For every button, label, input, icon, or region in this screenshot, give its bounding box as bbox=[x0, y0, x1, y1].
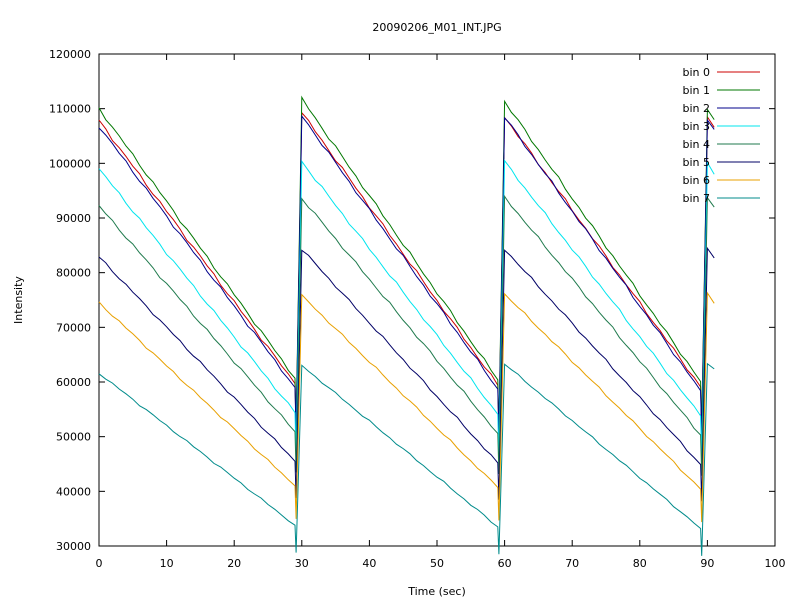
x-tick-label: 0 bbox=[96, 557, 103, 570]
axis-ticks: 0 10 20 30 40 50 60 70 80 90 100 30000 40000 50000 600… bbox=[49, 48, 786, 570]
legend-label-bin-2: bin 2 bbox=[682, 102, 710, 115]
series-line-bin-3 bbox=[98, 159, 715, 460]
legend-label-bin-4: bin 4 bbox=[682, 138, 710, 151]
y-tick-label: 100000 bbox=[49, 157, 91, 170]
series-line-bin-5 bbox=[98, 246, 715, 502]
x-tick-label: 100 bbox=[765, 557, 786, 570]
y-tick-label: 40000 bbox=[56, 485, 91, 498]
y-tick-label: 110000 bbox=[49, 103, 91, 116]
y-tick-label: 90000 bbox=[56, 212, 91, 225]
legend-label-bin-7: bin 7 bbox=[682, 192, 710, 205]
series-line-bin-4 bbox=[98, 194, 715, 476]
y-tick-label: 30000 bbox=[56, 540, 91, 553]
x-tick-label: 10 bbox=[160, 557, 174, 570]
x-tick-label: 70 bbox=[565, 557, 579, 570]
legend-label-bin-5: bin 5 bbox=[682, 156, 710, 169]
x-axis-label: Time (sec) bbox=[407, 585, 466, 598]
legend-label-bin-6: bin 6 bbox=[682, 174, 710, 187]
x-tick-label: 40 bbox=[362, 557, 376, 570]
series-line-bin-1 bbox=[98, 95, 715, 431]
x-tick-label: 60 bbox=[498, 557, 512, 570]
series-line-bin-2 bbox=[98, 114, 715, 438]
x-tick-label: 90 bbox=[700, 557, 714, 570]
series-lines bbox=[98, 95, 715, 556]
y-tick-label: 50000 bbox=[56, 431, 91, 444]
legend: bin 0 bin 1 bin 2 bin 3 bin 4 bin 5 bin 6 bin 7 bbox=[682, 66, 760, 205]
x-tick-label: 80 bbox=[633, 557, 647, 570]
series-line-bin-7 bbox=[98, 362, 715, 556]
x-tick-label: 30 bbox=[295, 557, 309, 570]
legend-label-bin-3: bin 3 bbox=[682, 120, 710, 133]
y-tick-label: 120000 bbox=[49, 48, 91, 61]
y-axis-label: Intensity bbox=[12, 276, 25, 324]
chart-title: 20090206_M01_INT.JPG bbox=[372, 21, 501, 34]
legend-label-bin-1: bin 1 bbox=[682, 84, 710, 97]
x-tick-label: 20 bbox=[227, 557, 241, 570]
y-tick-label: 70000 bbox=[56, 321, 91, 334]
series-line-bin-6 bbox=[98, 291, 715, 523]
x-tick-label: 50 bbox=[430, 557, 444, 570]
series-line-bin-0 bbox=[98, 111, 715, 435]
legend-label-bin-0: bin 0 bbox=[682, 66, 710, 79]
y-tick-label: 60000 bbox=[56, 376, 91, 389]
y-tick-label: 80000 bbox=[56, 267, 91, 280]
